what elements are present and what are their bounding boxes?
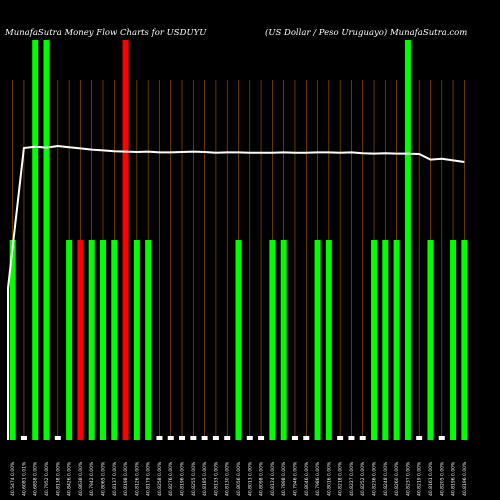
bar-19 (212, 436, 219, 440)
bar-23 (258, 436, 265, 440)
x-tick-label: 40.8276 0.00% (168, 461, 174, 496)
x-tick-label: 40.7898 0.00% (281, 461, 287, 496)
x-tick-label: 40.8161 0.00% (428, 461, 434, 496)
bar-34 (382, 240, 389, 440)
bar-39 (438, 436, 445, 440)
bar-15 (167, 436, 174, 440)
x-tick-label: 40.8124 0.00% (270, 461, 276, 496)
x-tick-label: 40.8138 0.00% (55, 461, 61, 496)
x-tick-label: 40.8126 0.00% (134, 461, 140, 496)
x-tick-label: 40.8098 0.00% (259, 461, 265, 496)
bar-17 (190, 436, 197, 440)
bar-14 (156, 436, 163, 440)
bar-2 (20, 436, 27, 440)
x-tick-label: 40.8248 0.00% (383, 461, 389, 496)
chart-title-left: MunafaSutra Money Flow Charts for USDUYU (4, 28, 207, 38)
bar-37 (416, 436, 423, 440)
x-tick-label: 40.8137 0.00% (112, 461, 118, 496)
bar-13 (145, 240, 152, 440)
x-tick-label: 40.8046 0.00% (304, 461, 310, 496)
x-tick-labels: 40.5474 0.00% 40.6081 0.01% 40.6858 0.00% 4… (10, 461, 468, 496)
bar-22 (246, 436, 253, 440)
bar-7 (77, 240, 84, 440)
x-tick-label: 40.7952 0.00% (44, 461, 50, 496)
bar-24 (269, 240, 276, 440)
x-tick-label: 40.8219 0.00% (417, 461, 423, 496)
bar-6 (66, 240, 73, 440)
bar-20 (224, 436, 231, 440)
bar-8 (88, 240, 95, 440)
x-tick-label: 40.8260 0.00% (394, 461, 400, 496)
x-tick-label: 40.6858 0.00% (33, 461, 39, 496)
x-tick-label: 40.8016 0.00% (326, 461, 332, 496)
x-tick-label: 40.8130 0.00% (225, 461, 231, 496)
x-tick-label: 40.6081 0.01% (21, 461, 27, 496)
chart-title-right: (US Dollar / Peso Uruguayo) MunafaSutra.… (265, 27, 467, 38)
price-line (7, 144, 465, 440)
bar-1 (9, 240, 16, 440)
bar-3 (32, 40, 39, 440)
bar-32 (359, 436, 366, 440)
bar-31 (348, 436, 355, 440)
x-tick-label: 40.8198 0.00% (123, 461, 129, 496)
bar-33 (371, 240, 378, 440)
bar-29 (325, 240, 332, 440)
bar-25 (280, 240, 287, 440)
bar-16 (179, 436, 186, 440)
bar-18 (201, 436, 208, 440)
bars (9, 40, 468, 440)
bar-36 (404, 40, 411, 440)
x-tick-label: 40.8236 0.00% (372, 461, 378, 496)
bar-10 (111, 240, 118, 440)
x-tick-label: 40.7986 0.00% (315, 461, 321, 496)
x-tick-label: 40.8196 0.00% (462, 461, 468, 496)
bar-26 (291, 436, 298, 440)
x-tick-label: 40.8258 0.00% (157, 461, 163, 496)
x-tick-label: 40.8185 0.00% (202, 461, 208, 496)
x-tick-label: 40.8252 0.00% (360, 461, 366, 496)
x-tick-label: 40.8227 0.00% (349, 461, 355, 496)
bar-28 (314, 240, 321, 440)
bar-27 (303, 436, 310, 440)
x-tick-label: 40.7946 0.00% (292, 461, 298, 496)
x-tick-label: 40.8179 0.00% (146, 461, 152, 496)
x-tick-label: 40.8218 0.00% (338, 461, 344, 496)
x-tick-label: 40.8638 0.00% (78, 461, 84, 496)
bar-21 (235, 240, 242, 440)
x-tick-label: 40.8426 0.00% (67, 461, 73, 496)
bar-41 (461, 240, 468, 440)
x-tick-label: 40.8065 0.00% (100, 461, 106, 496)
x-tick-label: 40.8133 0.00% (213, 461, 219, 496)
x-tick-label: 40.8196 0.00% (180, 461, 186, 496)
bar-4 (43, 40, 50, 440)
bar-12 (133, 240, 140, 440)
x-tick-label: 40.8255 0.00% (191, 461, 197, 496)
x-tick-label: 40.7942 0.00% (89, 461, 95, 496)
x-tick-label: 40.8013 0.00% (247, 461, 253, 496)
x-tick-label: 40.8196 0.00% (451, 461, 457, 496)
x-tick-label: 40.8056 0.00% (236, 461, 242, 496)
x-tick-label: 40.8237 0.00% (405, 461, 411, 496)
bar-11 (122, 40, 129, 440)
price-line-group (7, 144, 465, 440)
bar-38 (427, 240, 434, 440)
bar-40 (450, 240, 457, 440)
bar-30 (337, 436, 344, 440)
x-tick-label: 40.5474 0.00% (10, 461, 16, 496)
x-tick-label: 40.8205 0.00% (439, 461, 445, 496)
bar-5 (54, 436, 61, 440)
bar-9 (99, 240, 106, 440)
bar-35 (393, 240, 400, 440)
